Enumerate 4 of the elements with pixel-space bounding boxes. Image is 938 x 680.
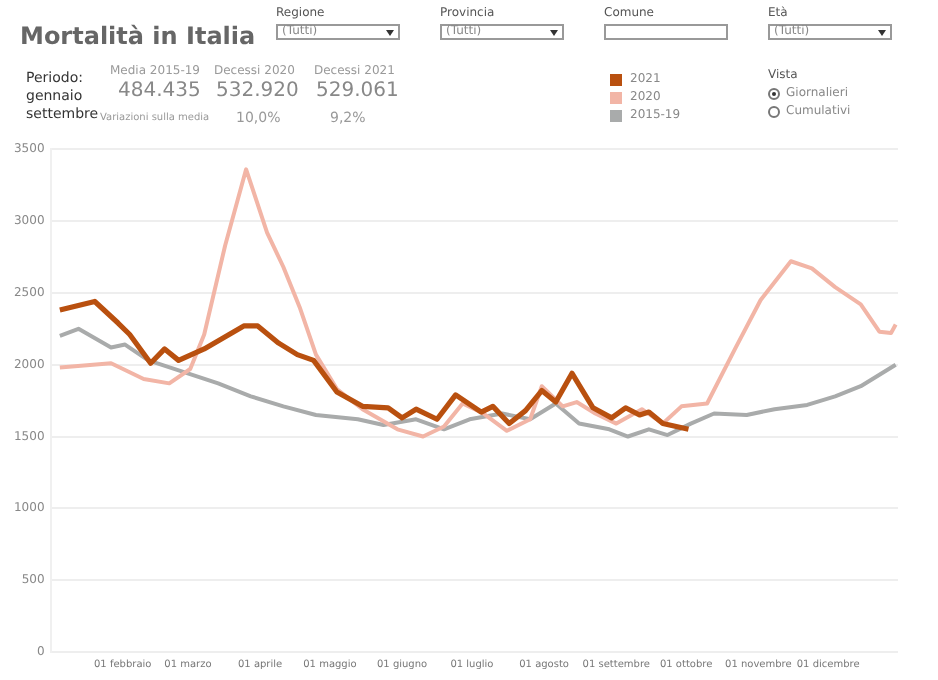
text: 484.435 (118, 80, 201, 102)
text: 532.920 (216, 80, 299, 102)
chart-title: Mortalità in Italia (20, 22, 256, 50)
text: 529.061 (316, 80, 399, 102)
